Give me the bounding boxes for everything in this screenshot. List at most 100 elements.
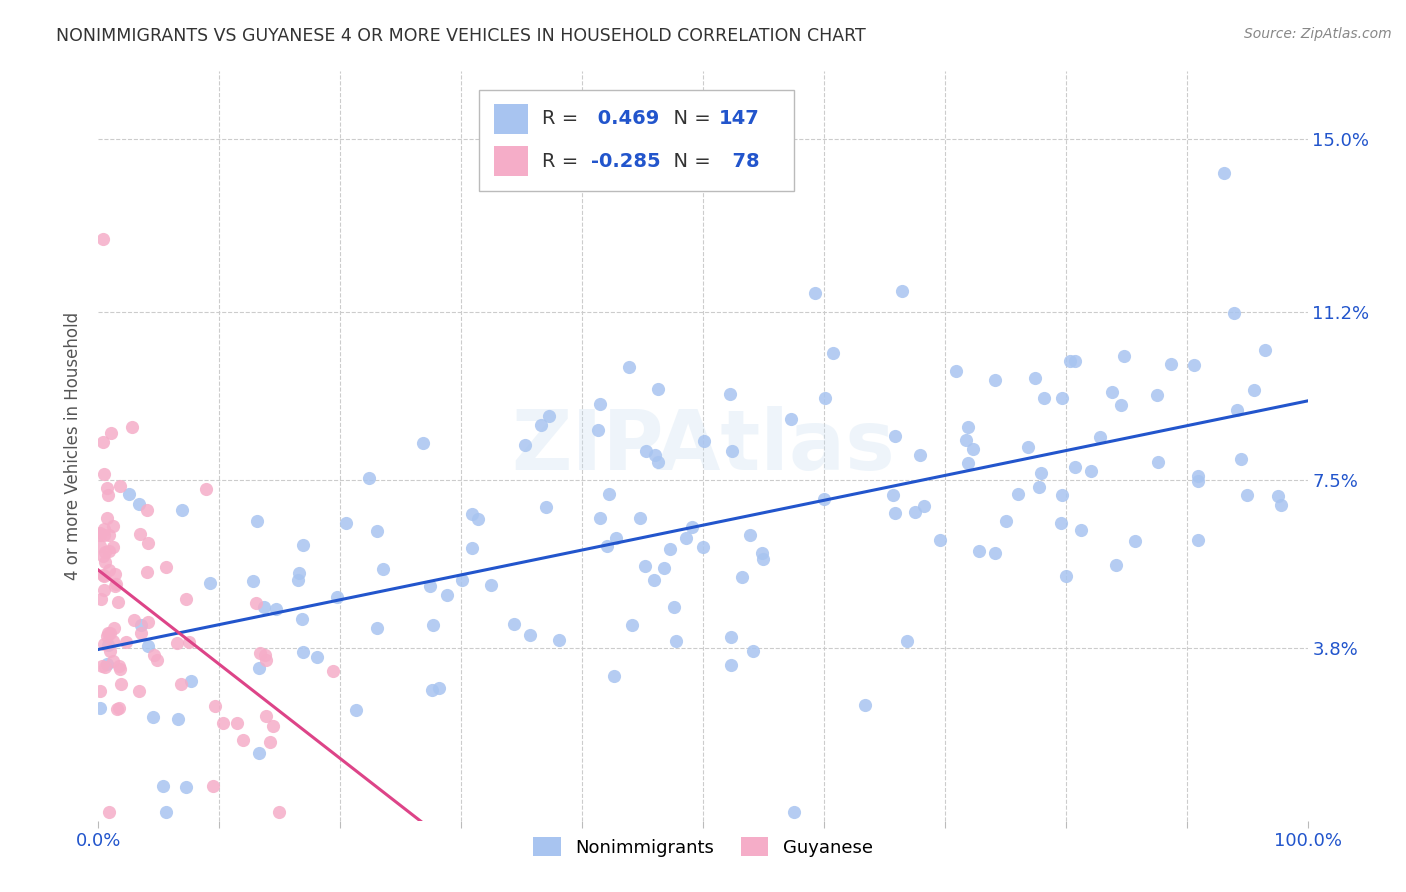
Point: [983, 545, 1005, 559]
Point: [249, 746, 271, 760]
Text: 147: 147: [718, 109, 759, 128]
Point: [136, 536, 159, 550]
Point: [912, 499, 935, 513]
Point: [752, 552, 775, 566]
Text: N =: N =: [661, 152, 717, 170]
Point: [94, 659, 117, 673]
Point: [104, 579, 127, 593]
Point: [174, 592, 197, 607]
Text: NONIMMIGRANTS VS GUYANESE 4 OR MORE VEHICLES IN HOUSEHOLD CORRELATION CHART: NONIMMIGRANTS VS GUYANESE 4 OR MORE VEHI…: [56, 27, 866, 45]
Point: [121, 420, 143, 434]
Point: [1267, 489, 1289, 503]
Point: [246, 514, 269, 528]
Point: [598, 487, 620, 501]
Point: [97, 528, 120, 542]
Point: [253, 599, 276, 614]
Point: [180, 673, 202, 688]
Point: [141, 710, 163, 724]
Point: [135, 503, 157, 517]
Point: [813, 391, 835, 405]
Text: R =: R =: [543, 152, 585, 170]
Point: [96, 511, 118, 525]
Point: [103, 519, 125, 533]
Point: [519, 628, 541, 642]
Text: N =: N =: [661, 109, 717, 128]
Point: [813, 492, 835, 507]
Point: [1064, 460, 1087, 475]
Point: [90, 591, 112, 606]
Point: [287, 573, 309, 587]
Point: [1230, 451, 1253, 466]
Point: [247, 661, 270, 675]
Point: [628, 511, 651, 525]
Point: [967, 544, 990, 558]
Point: [1147, 455, 1170, 469]
Point: [1146, 388, 1168, 402]
Point: [721, 443, 744, 458]
Point: [266, 601, 288, 615]
Point: [479, 577, 502, 591]
Point: [177, 634, 200, 648]
Point: [326, 590, 349, 604]
Point: [93, 582, 115, 597]
Point: [292, 645, 315, 659]
Point: [903, 505, 925, 519]
Point: [945, 364, 967, 378]
Point: [1050, 392, 1073, 406]
Point: [605, 532, 627, 546]
Point: [249, 646, 271, 660]
Point: [232, 732, 254, 747]
Point: [366, 621, 388, 635]
Point: [96, 481, 118, 495]
Point: [1050, 516, 1073, 530]
Point: [1031, 466, 1053, 480]
Point: [90, 658, 112, 673]
Point: [211, 715, 233, 730]
Point: [259, 735, 281, 749]
Point: [1024, 370, 1046, 384]
Point: [129, 625, 152, 640]
Point: [89, 525, 111, 540]
Point: [93, 545, 115, 559]
Point: [287, 566, 309, 580]
Point: [267, 805, 290, 819]
Point: [91, 549, 114, 564]
Point: [908, 448, 931, 462]
Point: [955, 433, 977, 447]
Point: [117, 487, 139, 501]
Point: [100, 426, 122, 441]
Point: [108, 479, 131, 493]
Point: [104, 567, 127, 582]
Point: [731, 570, 754, 584]
Point: [1064, 354, 1087, 368]
Point: [172, 503, 194, 517]
Text: R =: R =: [543, 109, 585, 128]
Point: [1054, 569, 1077, 583]
Point: [91, 568, 114, 582]
Point: [263, 719, 285, 733]
Point: [226, 715, 249, 730]
Point: [1160, 357, 1182, 371]
Point: [91, 232, 114, 246]
Point: [103, 654, 125, 668]
Point: [957, 456, 980, 470]
Point: [97, 805, 120, 819]
Point: [891, 284, 914, 298]
FancyBboxPatch shape: [494, 103, 527, 134]
Point: [1243, 384, 1265, 398]
Point: [823, 345, 845, 359]
Point: [93, 467, 115, 481]
Point: [779, 411, 801, 425]
Text: ZIPAtlas: ZIPAtlas: [510, 406, 896, 486]
Point: [720, 631, 742, 645]
Text: -0.285: -0.285: [591, 152, 661, 170]
Point: [589, 511, 612, 525]
FancyBboxPatch shape: [494, 146, 527, 177]
Point: [962, 442, 984, 456]
Point: [254, 648, 277, 662]
Point: [662, 600, 685, 615]
Point: [1088, 429, 1111, 443]
Point: [692, 540, 714, 554]
Point: [128, 527, 150, 541]
Point: [104, 577, 127, 591]
